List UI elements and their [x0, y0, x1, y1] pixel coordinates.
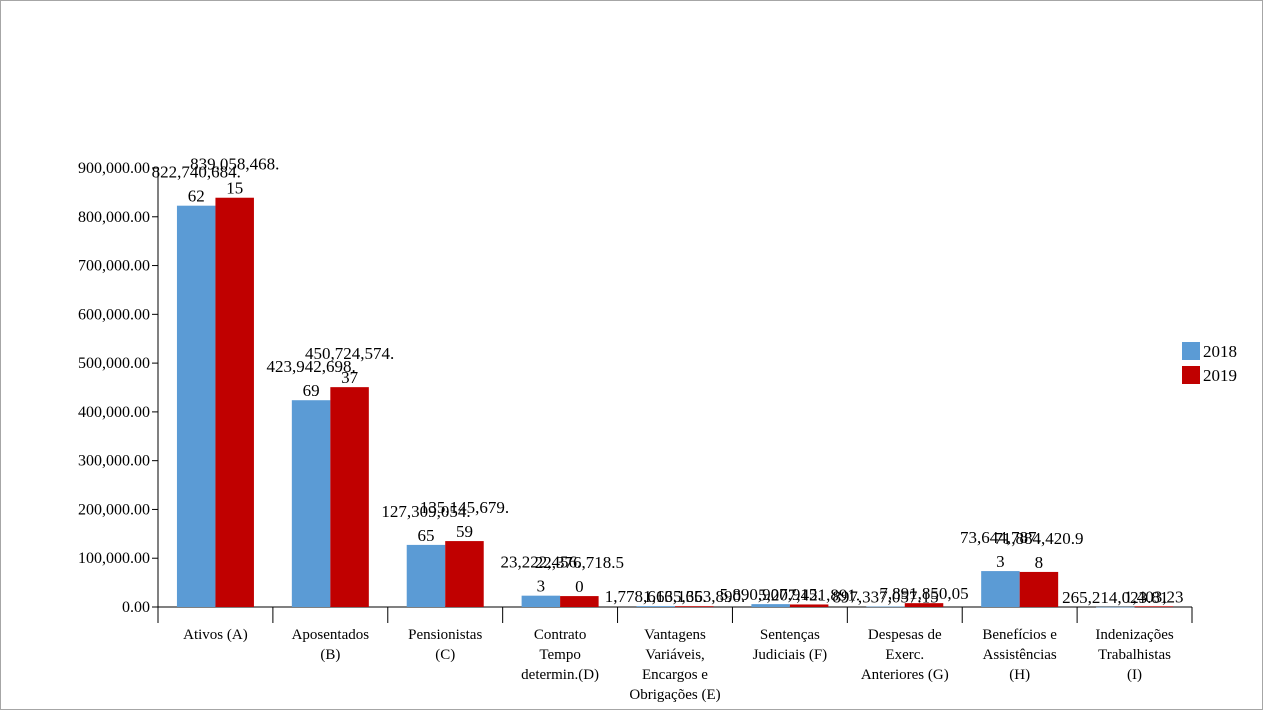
- data-label-2018: 73,644,787.: [960, 528, 1041, 547]
- data-label-2018: 5,890,907,915.: [720, 585, 822, 604]
- data-label-2019: 7,891,850,05: [879, 584, 968, 603]
- data-label-2018: 62: [188, 187, 205, 206]
- x-axis: Ativos (A) Aposentados (B) Pensionistas (C) C…: [152, 606, 1193, 703]
- data-labels: 822,740,684. 62 423,942,698. 69 127,309,054.…: [152, 155, 1184, 607]
- data-label-2019: 37: [341, 368, 359, 387]
- data-label-2019: 5,207,421,891.: [758, 585, 860, 604]
- x-category-label: Pensionistas (C): [408, 627, 482, 663]
- legend-swatch-2019: [1182, 366, 1200, 384]
- bar-2018: [751, 604, 790, 607]
- data-label-2019: 15: [226, 179, 243, 198]
- data-label-2019: 22,376,718.5: [535, 553, 624, 572]
- x-category-label-line: Sentenças: [760, 627, 820, 643]
- bar-2018: [636, 606, 675, 607]
- bar-2019: [560, 596, 599, 607]
- bar-2019: [445, 541, 484, 607]
- data-label-2018: 265,214,023.81: [1062, 588, 1168, 607]
- legend-label-2018: 2018: [1203, 342, 1237, 361]
- x-category-label-line: (C): [435, 647, 455, 663]
- x-category-label-line: Tempo: [539, 647, 580, 663]
- legend-swatch-2018: [1182, 342, 1200, 360]
- x-category-label-line: Variáveis,: [645, 647, 705, 663]
- x-category-label: Vantagens Variáveis, Encargos e Obrigações …: [629, 627, 720, 703]
- data-label-2019: 0: [575, 577, 584, 596]
- bar-2019: [1019, 571, 1059, 607]
- bar-2019: [330, 387, 369, 607]
- x-category-label: Sentenças Judiciais (F): [753, 627, 828, 663]
- data-label-2018: 127,309,054.: [381, 502, 470, 521]
- x-category-label: Benefícios e Assistências (H): [982, 627, 1057, 683]
- bar-2018: [1096, 606, 1135, 608]
- data-label-2018: 3: [537, 577, 546, 596]
- data-label-2018: 822,740,684.: [152, 163, 241, 182]
- x-category-label-line: Judiciais (F): [753, 647, 828, 663]
- data-label-2019: 71,884,420.9: [994, 529, 1083, 548]
- data-label-2018: 1,778,616,165.: [605, 587, 707, 606]
- x-category-label-line: Anteriores (G): [861, 667, 949, 683]
- x-category-label-line: Ativos (A): [183, 627, 248, 643]
- data-label-2019: 839,058,468.: [190, 155, 279, 174]
- data-label-2019: 59: [456, 522, 473, 541]
- y-tick-label: 700,000.00: [78, 258, 150, 275]
- y-axis: 0.00 100,000.00 200,000.00 300,000.00 400,00…: [78, 160, 159, 616]
- data-label-2019: 135,145,679.: [420, 498, 509, 517]
- x-category-label-line: Obrigações (E): [629, 687, 720, 703]
- x-category-label: Ativos (A): [183, 627, 248, 643]
- x-category-label-line: Pensionistas: [408, 627, 482, 643]
- x-category-label-line: Exerc.: [885, 647, 924, 663]
- data-label-2018: 423,942,698.: [266, 357, 355, 376]
- y-tick-label: 900,000.00: [78, 160, 150, 177]
- y-tick-label: 800,000.00: [78, 209, 150, 226]
- x-category-label-line: Indenizações: [1095, 627, 1173, 643]
- x-category-label-line: (B): [320, 647, 340, 663]
- bar-2019: [904, 603, 944, 607]
- data-label-2018: 897,337,057.15: [832, 588, 938, 607]
- data-label-2019: 1,635,363,890.: [643, 587, 745, 606]
- y-tick-label: 500,000.00: [78, 355, 150, 372]
- bar-2018: [176, 205, 216, 608]
- bar-2018: [406, 544, 446, 607]
- x-category-label: Despesas de Exerc. Anteriores (G): [861, 627, 949, 683]
- y-tick-label: 200,000.00: [78, 501, 150, 518]
- data-label-2018: 3: [996, 552, 1005, 571]
- bar-2018: [521, 595, 561, 607]
- data-label-2018: 69: [303, 381, 320, 400]
- bar-2019: [1134, 606, 1174, 607]
- x-category-label-line: Encargos e: [642, 667, 708, 683]
- data-label-2018: 23,222,456.: [500, 553, 581, 572]
- x-category-label-line: (I): [1127, 667, 1142, 683]
- y-tick-label: 400,000.00: [78, 404, 150, 421]
- x-category-label-line: Assistências: [983, 647, 1057, 663]
- bar-2019: [675, 606, 714, 607]
- bar-2019: [215, 197, 254, 607]
- legend: 2018 2019: [1182, 342, 1237, 385]
- x-category-label-line: Aposentados: [292, 627, 370, 643]
- data-label-2019: 8: [1035, 553, 1044, 572]
- data-label-2019: 450,724,574.: [305, 344, 394, 363]
- legend-label-2019: 2019: [1203, 366, 1237, 385]
- bar-2018: [291, 400, 331, 607]
- y-tick-label: 100,000.00: [78, 550, 150, 567]
- data-label-2019: 1,403,23: [1124, 587, 1184, 606]
- x-category-label-line: Trabalhistas: [1098, 647, 1171, 663]
- x-category-label: Contrato Tempo determin.(D): [521, 627, 599, 683]
- x-category-label: Aposentados (B): [292, 627, 370, 663]
- y-tick-label: 0.00: [122, 599, 150, 616]
- data-label-2018: 65: [417, 526, 434, 545]
- y-tick-label: 300,000.00: [78, 453, 150, 470]
- x-category-label-line: Despesas de: [868, 627, 942, 643]
- x-category-label-line: Benefícios e: [982, 627, 1057, 643]
- y-tick-label: 600,000.00: [78, 306, 150, 323]
- bar-2018: [866, 606, 905, 608]
- x-category-label-line: (H): [1009, 667, 1030, 683]
- bar-2019: [789, 604, 829, 607]
- x-category-label: Indenizações Trabalhistas (I): [1095, 627, 1173, 683]
- x-category-label-line: Contrato: [534, 627, 587, 643]
- x-category-label-line: Vantagens: [644, 627, 706, 643]
- bar-2018: [981, 571, 1020, 607]
- x-category-label-line: determin.(D): [521, 667, 599, 683]
- bars: [176, 197, 1174, 608]
